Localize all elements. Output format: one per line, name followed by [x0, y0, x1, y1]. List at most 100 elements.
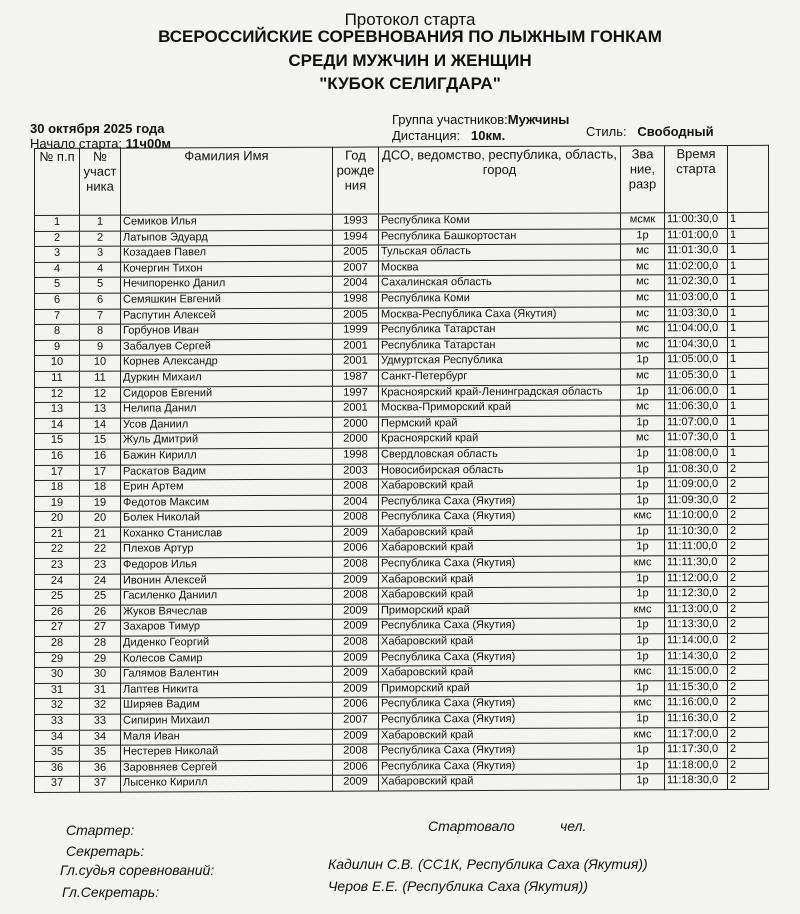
region: Республика Коми — [378, 290, 621, 308]
row-number: 23 — [34, 558, 80, 575]
chief-judge-name: Кадилин С.В. (СС1К, Республика Саха (Яку… — [328, 856, 648, 872]
start-group: 1 — [727, 415, 769, 431]
rank: мс — [620, 243, 665, 260]
bib-number: 28 — [79, 636, 121, 652]
athlete-name: Распутин Алексей — [120, 307, 333, 325]
bib-number: 30 — [79, 667, 121, 684]
birth-year: 2008 — [332, 510, 379, 527]
athlete-name: Забалуев Сергей — [120, 338, 333, 356]
row-number: 9 — [34, 340, 80, 356]
birth-year: 2006 — [332, 697, 379, 714]
distance-value: 10км. — [471, 128, 506, 143]
start-group: 1 — [727, 212, 769, 229]
athlete-name: Гасиленко Даниил — [120, 588, 333, 605]
row-number: 34 — [34, 729, 80, 746]
start-time: 11:09:30,0 — [664, 493, 728, 510]
bib-number: 13 — [79, 402, 121, 419]
row-number: 2 — [34, 230, 80, 247]
birth-year: 2005 — [332, 307, 379, 324]
athlete-name: Лысенко Кирилл — [120, 775, 333, 793]
athlete-name: Дуркин Михаил — [120, 370, 333, 387]
start-time: 11:18:30,0 — [664, 773, 728, 790]
birth-year: 2001 — [332, 338, 379, 355]
start-time: 11:12:30,0 — [664, 586, 728, 603]
athlete-name: Колесов Самир — [120, 650, 333, 668]
row-number: 13 — [34, 402, 80, 419]
athlete-name: Захаров Тимур — [120, 619, 333, 637]
row-number: 4 — [34, 262, 80, 278]
start-group: 2 — [727, 539, 769, 556]
region: Хабаровский край — [378, 774, 621, 791]
col-bib-number: № участ ника — [79, 148, 121, 216]
bib-number: 2 — [79, 230, 121, 247]
start-label: Начало старта: — [30, 136, 123, 151]
birth-year: 1997 — [332, 385, 379, 402]
col-region: ДСО, ведомство, республика, область, гор… — [378, 145, 621, 214]
bib-number: 27 — [79, 620, 121, 637]
start-group: 1 — [727, 430, 769, 447]
rank: 1р — [620, 462, 665, 479]
row-number: 14 — [34, 418, 80, 434]
athlete-name: Раскатов Вадим — [120, 463, 333, 481]
bib-number: 35 — [79, 745, 121, 762]
athlete-name: Бажин Кирилл — [120, 448, 333, 465]
start-group: 1 — [727, 305, 769, 322]
birth-year: 2008 — [332, 479, 379, 495]
start-group: 1 — [727, 321, 769, 338]
row-number: 37 — [34, 776, 80, 793]
region: Тульская область — [378, 244, 621, 261]
rank: кмс — [620, 602, 665, 619]
start-group: 2 — [727, 758, 769, 774]
rank: 1р — [620, 758, 665, 775]
distance-label: Дистанция: — [392, 128, 461, 143]
region: Красноярский край — [378, 431, 621, 448]
row-number: 20 — [34, 511, 80, 528]
region: Республика Саха (Якутия) — [378, 758, 621, 776]
rank: 1р — [620, 353, 665, 369]
row-number: 30 — [34, 667, 80, 684]
rank: кмс — [620, 509, 665, 525]
rank: мс — [620, 368, 665, 385]
start-time: 11:14:00,0 — [664, 633, 728, 650]
start-time: 11:10:30,0 — [664, 524, 728, 541]
athlete-name: Латыпов Эдуард — [120, 229, 333, 247]
chief-secretary-label: Гл.Секретарь: — [62, 884, 160, 900]
start-time: 11:08:30,0 — [664, 461, 728, 478]
start-group: 2 — [727, 524, 769, 540]
race-date: 30 октября 2025 года — [30, 121, 165, 136]
birth-year: 2009 — [332, 572, 379, 589]
start-time: 11:02:30,0 — [664, 274, 728, 291]
start-time: 11:03:00,0 — [664, 290, 728, 307]
birth-year: 1993 — [332, 213, 379, 230]
start-group: 2 — [727, 461, 769, 478]
start-group: 2 — [727, 508, 769, 525]
birth-year: 2008 — [332, 557, 379, 573]
rank: 1р — [620, 633, 665, 650]
birth-year: 2009 — [332, 681, 379, 698]
region: Удмуртская Республика — [378, 353, 621, 370]
birth-year: 1994 — [332, 229, 379, 246]
athlete-name: Галямов Валентин — [120, 666, 333, 683]
birth-year: 2006 — [332, 759, 379, 776]
start-time: 11:08:00,0 — [664, 446, 728, 463]
start-list-table: № п.п № участ ника Фамилия Имя Год рожде… — [34, 145, 769, 793]
start-time: 11:04:00,0 — [664, 321, 728, 338]
bib-number: 4 — [79, 261, 121, 278]
bib-number: 29 — [79, 651, 121, 668]
row-number: 3 — [34, 246, 80, 263]
rank: мс — [620, 259, 665, 276]
athlete-name: Ширяев Вадим — [120, 697, 333, 715]
col-birth-year: Год рожде ния — [332, 146, 379, 215]
region: Приморский край — [378, 680, 621, 698]
row-number: 15 — [34, 433, 80, 450]
distance-info: Дистанция: 10км. — [392, 128, 505, 143]
bib-number: 34 — [79, 729, 121, 746]
rank: 1р — [620, 384, 665, 401]
region: Республика Башкортостан — [378, 228, 621, 246]
style-label: Стиль: — [586, 124, 627, 139]
region: Новосибирская область — [378, 462, 621, 480]
rank: 1р — [620, 618, 665, 634]
rank: 1р — [620, 711, 665, 728]
bib-number: 10 — [79, 355, 121, 372]
bib-number: 24 — [79, 573, 121, 590]
